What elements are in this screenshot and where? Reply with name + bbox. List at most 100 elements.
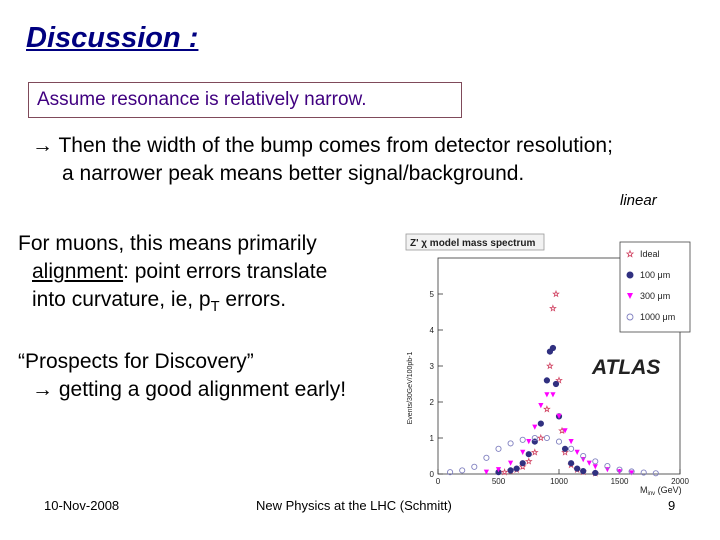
data-point — [544, 392, 550, 398]
data-point — [518, 462, 527, 471]
data-point — [495, 445, 502, 452]
legend-label: 300 μm — [640, 291, 670, 301]
data-point — [586, 460, 592, 466]
data-point — [530, 448, 539, 456]
data-point — [561, 448, 569, 456]
data-point — [604, 463, 611, 470]
footer-center: New Physics at the LHC (Schmitt) — [256, 498, 452, 513]
data-point — [616, 466, 623, 473]
data-point — [531, 434, 538, 442]
series-1 — [495, 344, 599, 477]
data-point — [483, 469, 489, 475]
x-tick-label: 0 — [436, 477, 441, 486]
data-point — [483, 454, 490, 461]
slide-title: Discussion : — [26, 22, 199, 54]
prospects-line2: → getting a good alignment early! — [32, 378, 347, 401]
data-point — [525, 451, 532, 458]
plot-title: Z' χ model mass spectrum — [410, 238, 536, 249]
data-point — [562, 428, 568, 434]
legend-marker — [627, 293, 633, 299]
muons-line3-b: errors. — [219, 288, 287, 311]
data-point — [538, 403, 544, 409]
legend-marker — [626, 313, 634, 321]
data-point — [546, 361, 554, 370]
data-point — [549, 344, 557, 352]
data-point — [526, 439, 532, 445]
data-point — [513, 465, 520, 472]
data-point — [508, 460, 514, 466]
muons-line3: into curvature, ie, pT errors. — [32, 288, 286, 315]
muons-line1: For muons, this means primarily — [18, 232, 317, 255]
legend-label: 1000 μm — [640, 312, 675, 322]
y-tick-label: 0 — [430, 470, 435, 479]
x-tick-label: 1500 — [611, 477, 629, 486]
linear-label: linear — [620, 192, 657, 209]
data-point — [537, 420, 544, 427]
data-point — [500, 468, 509, 476]
data-point — [532, 424, 538, 430]
x-axis-label-main: M — [640, 485, 648, 495]
width-statement-line1: → Then the width of the bump comes from … — [32, 134, 613, 157]
series-3 — [447, 434, 659, 477]
plot-legend-entries: Ideal 100 μm 300 μm 1000 μm — [625, 249, 675, 322]
legend-label: 100 μm — [640, 270, 670, 280]
data-point — [519, 436, 526, 443]
width-statement-line2: a narrower peak means better signal/back… — [62, 162, 525, 185]
x-axis-label: Minv (GeV) — [640, 485, 682, 497]
data-point — [568, 445, 575, 452]
boxed-statement: Assume resonance is relatively narrow. — [28, 82, 462, 118]
data-point — [543, 377, 550, 384]
data-point — [592, 458, 599, 465]
data-point — [592, 469, 599, 477]
prospects-line1: “Prospects for Discovery” — [18, 350, 254, 373]
data-point — [568, 439, 574, 445]
plot-marks — [447, 289, 659, 477]
data-point — [556, 413, 562, 419]
data-point — [568, 460, 575, 467]
x-tick-label: 2000 — [671, 477, 689, 486]
data-point — [555, 438, 563, 445]
legend-label: Ideal — [640, 249, 660, 259]
data-point — [552, 380, 560, 388]
data-point — [549, 304, 557, 312]
y-tick-label: 3 — [430, 362, 435, 371]
y-axis-label: Events/30GeV/100pb-1 — [407, 352, 414, 425]
muons-line2: alignment: point errors translate — [32, 260, 327, 284]
data-point — [471, 463, 478, 470]
y-tick-label: 2 — [430, 398, 435, 407]
data-point — [550, 392, 556, 398]
data-point — [561, 445, 569, 452]
data-point — [524, 457, 533, 465]
data-point — [543, 405, 551, 413]
x-tick-label: 1000 — [550, 477, 568, 486]
data-point — [580, 468, 587, 475]
footer-date: 10-Nov-2008 — [44, 498, 120, 513]
data-point — [520, 449, 526, 455]
data-point — [507, 467, 514, 474]
footer-page-number: 9 — [668, 498, 676, 513]
data-point — [574, 465, 581, 472]
data-point — [628, 468, 635, 475]
x-tick-label: 500 — [492, 477, 506, 486]
legend-marker — [626, 271, 634, 279]
data-point — [495, 467, 502, 473]
data-point — [592, 464, 598, 470]
data-point — [555, 376, 563, 384]
muons-line2-rest: : point errors translate — [123, 260, 328, 283]
data-point — [536, 433, 545, 442]
y-tick-label: 1 — [430, 434, 435, 443]
data-point — [519, 460, 526, 467]
data-point — [640, 469, 647, 476]
x-axis-label-unit: (GeV) — [655, 485, 682, 495]
data-point — [543, 434, 550, 442]
data-point — [447, 469, 454, 476]
muons-line3-a: into curvature, ie, p — [32, 288, 211, 311]
data-point — [574, 449, 580, 455]
x-axis-label-sub: inv — [648, 491, 656, 497]
data-point — [652, 470, 659, 477]
data-point — [507, 440, 514, 447]
pt-subscript: T — [210, 299, 220, 316]
y-tick-label: 4 — [430, 326, 435, 335]
data-point — [459, 467, 466, 474]
alignment-term: alignment — [32, 260, 124, 283]
